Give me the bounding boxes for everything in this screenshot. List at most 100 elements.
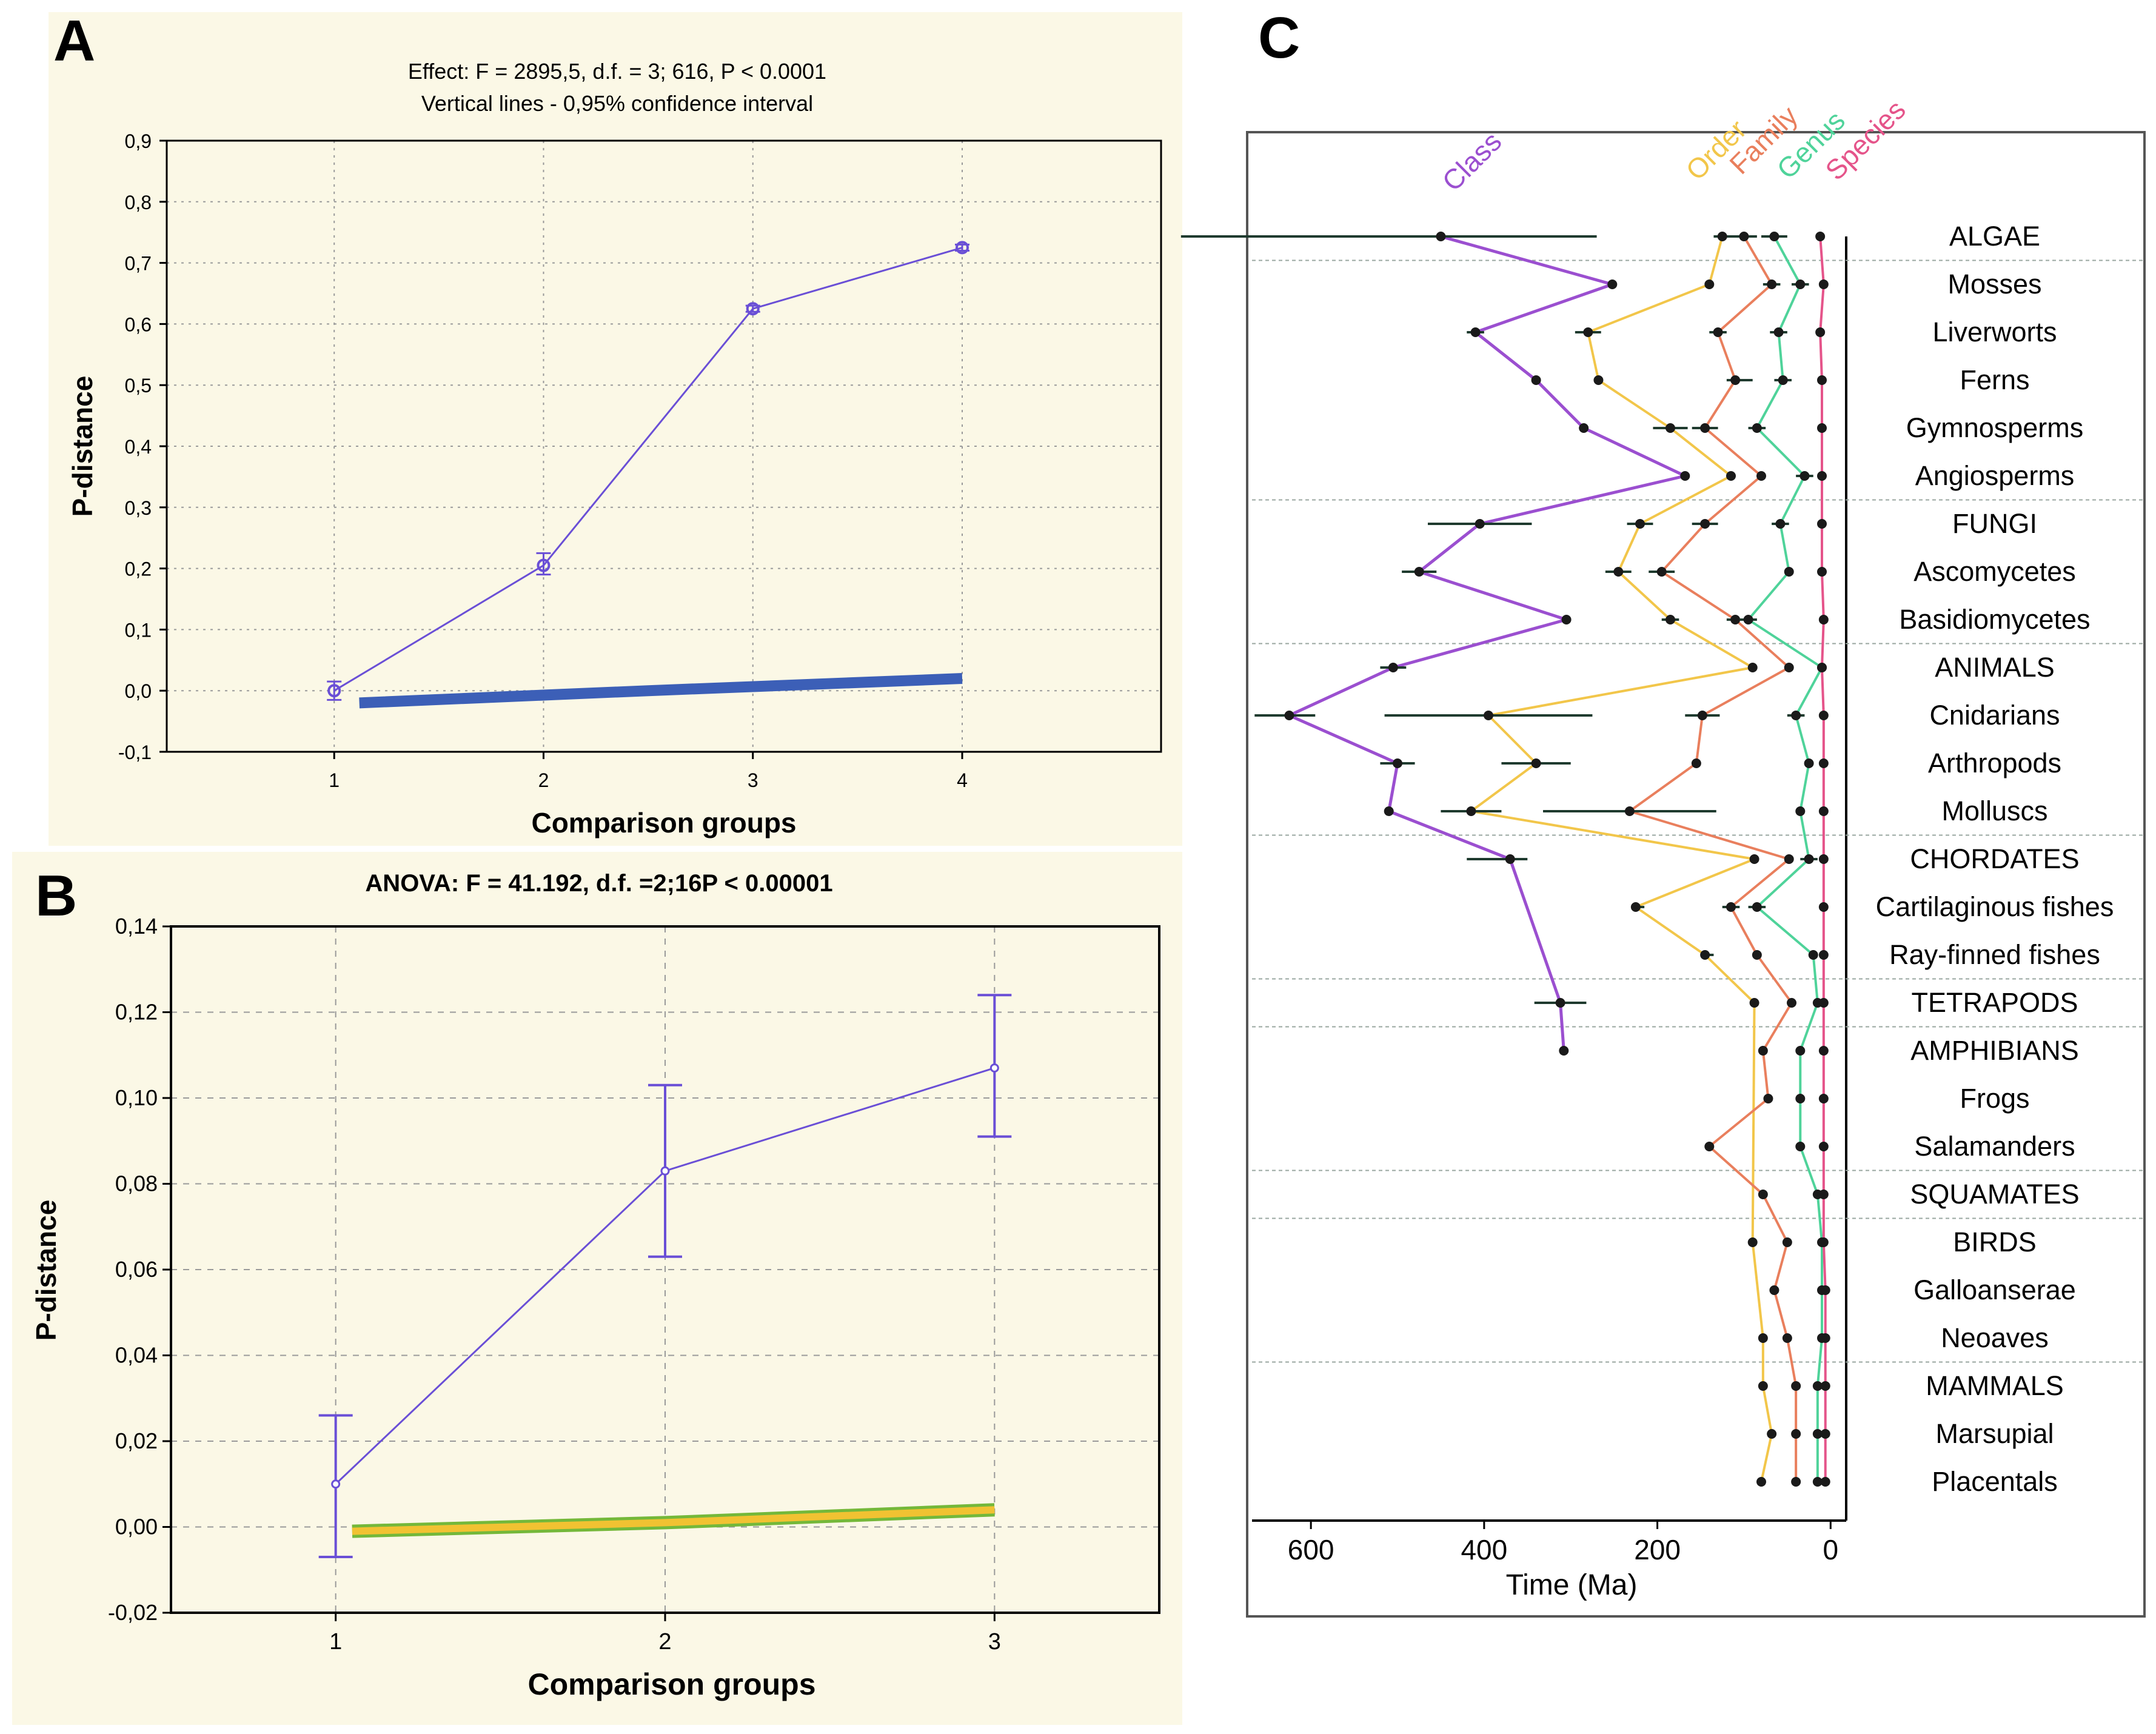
data-point [1384,806,1394,816]
series-line-order [1470,236,1773,1482]
panel-b-background [12,852,1182,1725]
panel-b-plot: -0,02 0,00 0,02 0,04 0,06 0,08 0,10 0,12 0,14 1 2 3 [108,914,1160,1655]
data-point [1436,232,1446,241]
data-point [1730,375,1741,385]
y-tick-label: 0,08 [115,1171,158,1196]
panel-a-title: Effect: F = 2895,5, d.f. = 3; 616, P < 0… [408,59,826,84]
data-point [1818,615,1829,624]
panel-b-title: ANOVA: F = 41.192, d.f. =2;16P < 0.00001 [365,870,832,897]
data-point [1778,375,1788,385]
data-point [331,1479,341,1489]
y-tick-label: -0,02 [108,1600,158,1625]
panel-c-letter: C [1258,5,1300,70]
data-point [1795,1142,1806,1151]
data-point [1818,280,1829,289]
panel-c: C 600 400 200 0 ALGAE Mosses Liverworts Ferns Gy… [1180,5,2146,1618]
data-point [1795,1046,1806,1056]
x-tick-label: 0 [1823,1534,1838,1565]
data-point [1739,232,1749,241]
data-point [1680,471,1690,481]
taxon-label: Placentals [1932,1466,2058,1497]
y-tick-label: 0,00 [115,1515,158,1539]
data-point [1791,711,1801,720]
panel-b-letter: B [35,863,77,928]
data-point [1818,1190,1829,1199]
data-point [1820,1333,1830,1343]
data-point [1747,663,1758,672]
panel-c-xlabel: Time (Ma) [1506,1569,1638,1601]
data-point [1784,854,1794,864]
taxon-label: Basidiomycetes [1899,604,2090,635]
data-point [1820,1381,1830,1391]
data-point [1804,758,1814,768]
data-point [1593,375,1604,385]
panel-b-ylabel: P-distance [30,1200,62,1341]
data-point [1775,519,1786,529]
data-point [1767,280,1777,289]
y-tick-label: 0,1 [125,619,152,641]
panel-a-letter: A [53,8,95,73]
panel-b: B ANOVA: F = 41.192, d.f. =2;16P < 0.000… [12,852,1182,1725]
y-tick-label: 0,3 [125,497,152,519]
data-point [1791,1381,1801,1391]
data-point [1815,327,1826,337]
within-group-line [352,1506,995,1535]
data-point [1743,615,1753,624]
taxon-label: Angiosperms [1915,460,2075,491]
taxon-label: Cnidarians [1929,700,2060,731]
x-tick-label: 3 [748,769,758,791]
data-point [1818,1237,1829,1247]
data-point [1726,902,1736,912]
data-point [1817,375,1827,385]
taxon-label: AMPHIBIANS [1910,1035,2079,1066]
data-point [989,1063,999,1073]
data-point [1820,1429,1830,1439]
x-tick-label: 2 [538,769,549,791]
series-label-class: Class [1436,126,1507,197]
x-tick-label: 2 [658,1629,671,1655]
taxon-label: MAMMALS [1926,1370,2064,1401]
y-tick-label: 0,02 [115,1428,158,1453]
data-point [1812,1381,1823,1391]
x-tick-label: 400 [1461,1534,1507,1565]
data-point [327,684,341,698]
data-point [1815,232,1826,241]
x-tick-label: 4 [957,769,968,791]
data-point [1691,758,1701,768]
series-line-class [1287,235,1687,1051]
data-point [1795,1094,1806,1103]
data-point [1795,806,1806,816]
data-point [1808,950,1818,960]
plot-frame [170,925,1160,1614]
y-tick-label: 0,2 [125,558,152,580]
data-point [1656,567,1667,577]
panel-a-subtitle: Vertical lines - 0,95% confidence interv… [421,91,813,116]
data-point [1812,1477,1823,1487]
data-point [1791,1477,1801,1487]
panel-a-background [49,12,1182,846]
data-point [1782,1333,1792,1343]
data-point [1812,1429,1823,1439]
y-tick-label: 0,10 [115,1085,158,1110]
series-line-family [1628,235,1798,1482]
x-tick-label: 200 [1634,1534,1681,1565]
data-point [537,558,551,572]
taxon-label: Frogs [1960,1083,2029,1114]
data-point [1817,663,1827,672]
data-point [1818,950,1829,960]
data-point [1817,519,1827,529]
taxon-label: Galloanserae [1913,1274,2076,1305]
data-point [1758,1333,1768,1343]
taxon-label: Neoaves [1941,1322,2049,1353]
taxon-label: Liverworts [1932,316,2057,347]
data-point [1782,1237,1792,1247]
data-point [1767,1429,1777,1439]
x-tick-label: 1 [329,1629,342,1655]
data-point [1393,758,1402,768]
between-group-line [333,246,963,692]
data-point [1583,327,1593,337]
taxon-label: Gymnosperms [1906,412,2084,443]
data-point [1607,280,1618,289]
panel-b-xlabel: Comparison groups [527,1667,815,1701]
y-tick-label: 0,12 [115,1000,158,1025]
